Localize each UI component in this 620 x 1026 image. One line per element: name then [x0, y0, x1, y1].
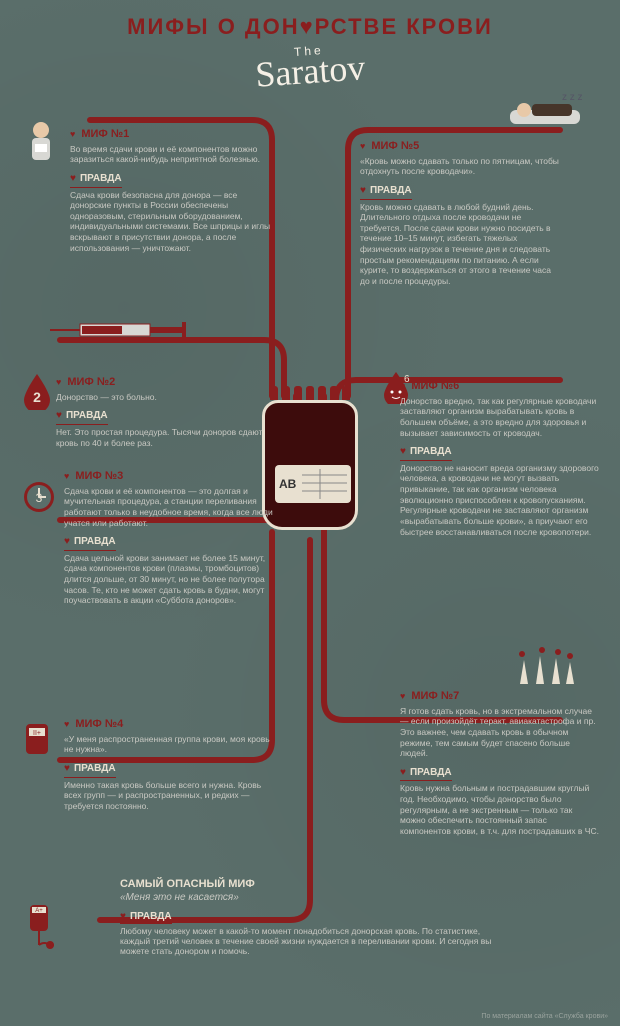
myth-label: МИФ №6 [411, 380, 459, 394]
heart-icon: ♥ [400, 381, 405, 392]
myth-block-7: ♥ МИФ №7 Я готов сдать кровь, но в экстрем… [400, 690, 600, 837]
truth-text: Нет. Это простая процедура. Тысячи донор… [56, 427, 266, 448]
pravda-label: ПРАВДА [400, 767, 452, 782]
truth-block: ПРАВДА Донорство не наносит вреда организ… [400, 446, 600, 537]
danger-heading: САМЫЙ ОПАСНЫЙ МИФ [120, 878, 500, 890]
svg-text:3: 3 [36, 491, 43, 505]
myth-heading: ♥ МИФ №4 [64, 718, 274, 732]
truth-text: Донорство не наносит вреда организму здо… [400, 463, 600, 537]
truth-block: ПРАВДА Нет. Это простая процедура. Тысячи… [56, 410, 266, 448]
myth-label: МИФ №4 [75, 718, 123, 732]
heart-icon: ♥ [64, 471, 69, 482]
myth-text: Во время сдачи крови и её компонентов мо… [70, 144, 280, 165]
myth-text: Сдача крови и её компонентов — это долга… [64, 486, 274, 529]
svg-text:z z z: z z z [562, 92, 583, 103]
myth-text: Я готов сдать кровь, но в экстремальном … [400, 706, 600, 759]
danger-quote: «Меня это не касается» [120, 892, 500, 903]
blood-bag-small-icon: II+ [24, 720, 50, 761]
danger-truth: Любому человеку может в какой-то момент … [120, 926, 500, 956]
svg-text:II+: II+ [33, 730, 41, 737]
heart-icon: ♥ [70, 129, 75, 140]
bag-ports [270, 386, 350, 400]
pravda-label: ПРАВДА [70, 173, 122, 188]
myth-text: «У меня распространенная группа крови, м… [64, 734, 274, 755]
pravda-label: ПРАВДА [400, 446, 452, 461]
syringe-icon [50, 318, 200, 347]
myth-heading: ♥ МИФ №3 [64, 470, 274, 484]
myth-block-1: ♥ МИФ №1 Во время сдачи крови и её компоне… [70, 128, 280, 253]
pravda-label: ПРАВДА [120, 911, 172, 924]
clock-icon: 3 [22, 480, 56, 519]
bag-blood-type: AB [279, 477, 296, 491]
danger-myth: САМЫЙ ОПАСНЫЙ МИФ «Меня это не касается»… [120, 878, 500, 956]
truth-block: ПРАВДА Именно такая кровь больше всего и … [64, 763, 274, 811]
hands-icon [510, 640, 580, 689]
truth-block: ПРАВДАКровь нужна больным и пострадавшим… [400, 767, 600, 837]
myth-heading: ♥ МИФ №1 [70, 128, 280, 142]
subtitle-main: Saratov [254, 47, 366, 95]
truth-text: Именно такая кровь больше всего и нужна.… [64, 780, 274, 812]
truth-text: Кровь можно сдавать в любой будний день.… [360, 202, 560, 287]
donor-girl-icon [24, 120, 58, 169]
myth-label: МИФ №2 [67, 376, 115, 390]
svg-text:A+: A+ [35, 908, 43, 914]
pravda-label: ПРАВДА [360, 185, 412, 200]
myth-block-6: ♥ МИФ №6 Донорство вредно, так как регуляр… [400, 380, 600, 537]
bag-label: AB [275, 465, 351, 503]
footer-credit: По материалам сайта «Служба крови» [481, 1013, 608, 1020]
iv-bag-icon: A+ [24, 901, 54, 956]
heart-icon: ♥ [360, 141, 365, 152]
truth-block: ПРАВДА Сдача крови безопасна для донора —… [70, 173, 280, 253]
myth-block-2: ♥ МИФ №2 Донорство — это больно. ПРАВДА Нет.… [56, 376, 266, 448]
truth-block: ПРАВДА Кровь можно сдавать в любой будний… [360, 185, 560, 287]
myth-label: МИФ №1 [81, 128, 129, 142]
myth-label: МИФ №5 [371, 140, 419, 154]
myth-block-5: ♥ МИФ №5 «Кровь можно сдавать только по пя… [360, 140, 560, 287]
truth-text: Сдача крови безопасна для донора — все д… [70, 190, 280, 254]
myth-heading: ♥ МИФ №6 [400, 380, 600, 394]
myth-label: МИФ №7 [411, 690, 459, 704]
sleeper-icon: z z z [510, 90, 590, 135]
truth-block: ПРАВДА Сдача цельной крови занимает не бо… [64, 536, 274, 606]
myth-block-4: ♥ МИФ №4 «У меня распространенная группа к… [64, 718, 274, 811]
blood-bag: AB [262, 400, 358, 540]
truth-text: Кровь нужна больным и пострадавшим кругл… [400, 783, 600, 836]
truth-text: Сдача цельной крови занимает не более 15… [64, 553, 274, 606]
myth-heading: ♥ МИФ №7 [400, 690, 600, 704]
heart-icon: ♥ [56, 377, 61, 388]
pravda-label: ПРАВДА [56, 410, 108, 425]
myth-block-3: ♥ МИФ №3 Сдача крови и её компонентов — эт… [64, 470, 274, 606]
myth-heading: ♥ МИФ №2 [56, 376, 266, 390]
svg-text:2: 2 [33, 389, 41, 405]
heart-icon: ♥ [400, 691, 405, 702]
pravda-label: ПРАВДА [64, 763, 116, 778]
myth-heading: ♥ МИФ №5 [360, 140, 560, 154]
myth-text: Донорство вредно, так как регулярные кро… [400, 396, 600, 439]
pravda-label: ПРАВДА [64, 536, 116, 551]
heart-icon: ♥ [64, 719, 69, 730]
bag-body: AB [262, 400, 358, 530]
myth-label: МИФ №3 [75, 470, 123, 484]
blood-drop-icon-2: 2 [22, 372, 52, 415]
myth-text: Донорство — это больно. [56, 392, 266, 403]
myth-text: «Кровь можно сдавать только по пятницам,… [360, 156, 560, 177]
